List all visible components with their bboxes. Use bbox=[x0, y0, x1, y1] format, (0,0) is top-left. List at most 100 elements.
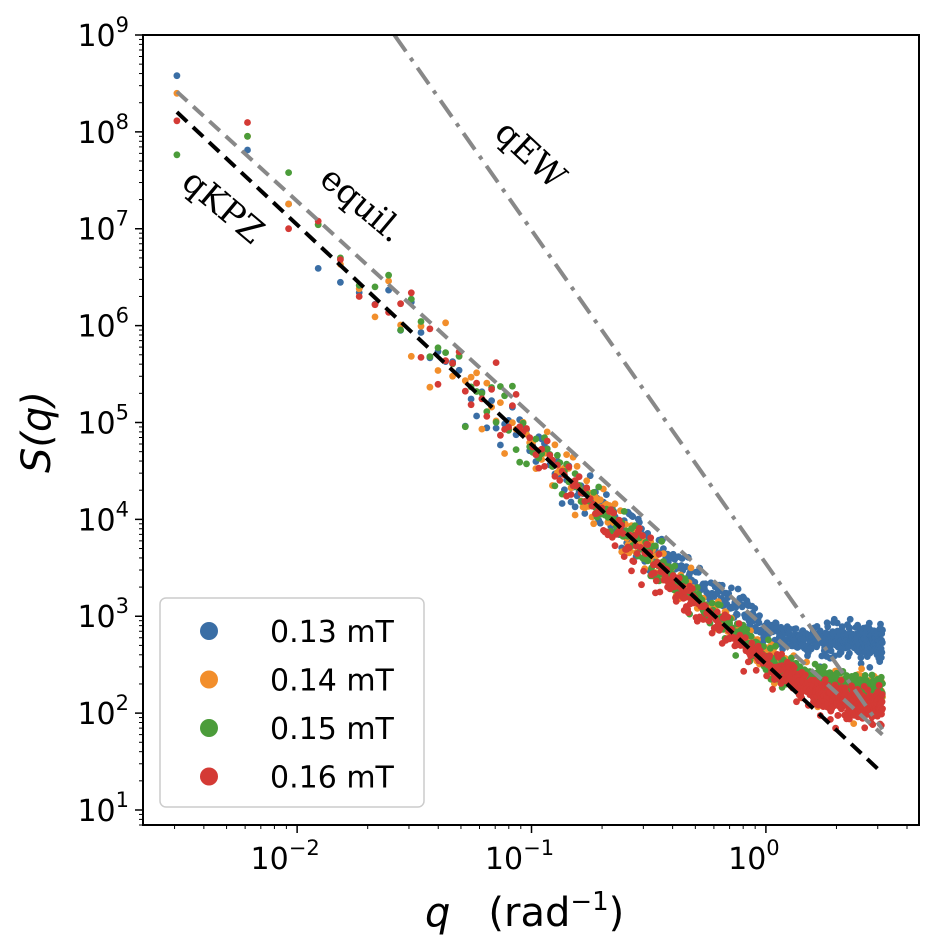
data-point bbox=[638, 581, 645, 589]
data-point bbox=[821, 676, 829, 683]
data-point bbox=[556, 477, 564, 484]
data-point bbox=[878, 649, 886, 656]
data-point bbox=[285, 225, 292, 233]
data-point bbox=[787, 654, 795, 662]
data-point bbox=[639, 532, 646, 540]
data-point bbox=[691, 578, 699, 586]
x-axis-label-exponent: −1 bbox=[570, 887, 608, 917]
data-point bbox=[551, 473, 559, 480]
data-point bbox=[740, 667, 748, 675]
data-point bbox=[543, 437, 551, 445]
data-point bbox=[501, 450, 508, 457]
data-point bbox=[708, 599, 716, 607]
data-point bbox=[467, 395, 475, 403]
data-point bbox=[467, 373, 475, 381]
legend-marker bbox=[200, 767, 218, 786]
data-point bbox=[461, 423, 469, 431]
data-point bbox=[751, 605, 759, 612]
data-point bbox=[173, 151, 181, 159]
data-point bbox=[434, 367, 442, 374]
data-point bbox=[478, 389, 486, 397]
data-point bbox=[442, 349, 449, 356]
data-point bbox=[285, 169, 292, 177]
data-point bbox=[827, 647, 835, 655]
x-axis-label-main: q bbox=[425, 890, 450, 936]
data-point bbox=[483, 413, 491, 420]
data-point bbox=[590, 520, 598, 528]
data-point bbox=[652, 542, 659, 550]
data-point bbox=[769, 685, 776, 693]
data-point bbox=[497, 399, 504, 406]
data-point bbox=[573, 462, 581, 470]
data-point bbox=[682, 577, 689, 585]
data-point bbox=[756, 612, 763, 619]
data-point bbox=[173, 72, 181, 80]
data-point bbox=[818, 652, 826, 660]
ticks-layer: 101 102 103 104 105 106 107 108 109 10−2 10−1 100 bbox=[77, 13, 908, 877]
annotation-qkpz: qKPZ bbox=[174, 161, 271, 252]
data-point bbox=[743, 626, 751, 633]
data-point bbox=[857, 660, 865, 667]
legend-item: 0.14 mT bbox=[200, 664, 395, 699]
data-point bbox=[473, 412, 480, 420]
data-point bbox=[523, 460, 530, 468]
data-point bbox=[417, 354, 425, 361]
data-point bbox=[857, 654, 865, 661]
data-point bbox=[509, 382, 516, 390]
reference-line-equil bbox=[175, 90, 884, 737]
data-point bbox=[708, 629, 716, 637]
x-axis-label: q (rad−1) bbox=[425, 887, 624, 936]
data-point bbox=[244, 119, 251, 126]
data-point bbox=[658, 537, 666, 545]
data-point bbox=[824, 623, 832, 631]
data-point bbox=[586, 472, 594, 480]
data-point bbox=[417, 318, 425, 325]
data-point bbox=[314, 265, 322, 272]
data-point bbox=[802, 671, 809, 679]
data-point bbox=[633, 550, 641, 557]
data-point bbox=[371, 301, 379, 309]
data-point bbox=[449, 359, 456, 367]
data-point bbox=[620, 553, 628, 560]
data-point bbox=[535, 464, 543, 472]
data-point bbox=[417, 329, 425, 336]
data-point bbox=[397, 326, 404, 334]
data-point bbox=[846, 624, 854, 632]
reference-line-qKPZ bbox=[175, 110, 884, 775]
legend-marker bbox=[200, 622, 218, 640]
data-point bbox=[244, 146, 251, 154]
data-point bbox=[558, 500, 566, 507]
data-point bbox=[671, 562, 679, 570]
data-point bbox=[713, 608, 721, 616]
data-point bbox=[426, 325, 434, 333]
legend-item: 0.15 mT bbox=[200, 712, 395, 747]
legend-item: 0.13 mT bbox=[200, 615, 395, 650]
data-point bbox=[865, 619, 873, 627]
data-point bbox=[488, 386, 495, 393]
data-point bbox=[875, 681, 883, 689]
data-point bbox=[672, 597, 680, 605]
y-tick-label: 103 bbox=[77, 594, 129, 635]
data-point bbox=[492, 359, 500, 366]
data-point bbox=[833, 619, 841, 627]
data-point bbox=[630, 558, 638, 565]
data-point bbox=[647, 534, 655, 542]
data-point bbox=[285, 200, 292, 208]
legend-box bbox=[159, 597, 425, 808]
data-point bbox=[879, 626, 886, 634]
data-point bbox=[682, 594, 689, 601]
data-point bbox=[877, 673, 885, 681]
legend-item: 0.16 mT bbox=[200, 761, 395, 796]
data-point bbox=[747, 633, 755, 640]
y-tick-label: 105 bbox=[77, 400, 129, 441]
data-point bbox=[699, 616, 707, 623]
data-point bbox=[442, 319, 449, 327]
data-point bbox=[595, 483, 603, 491]
data-point bbox=[838, 623, 846, 631]
data-point bbox=[728, 584, 735, 592]
legend-marker bbox=[200, 670, 218, 689]
data-point bbox=[765, 636, 772, 644]
data-point bbox=[652, 577, 660, 585]
data-point bbox=[636, 524, 643, 532]
